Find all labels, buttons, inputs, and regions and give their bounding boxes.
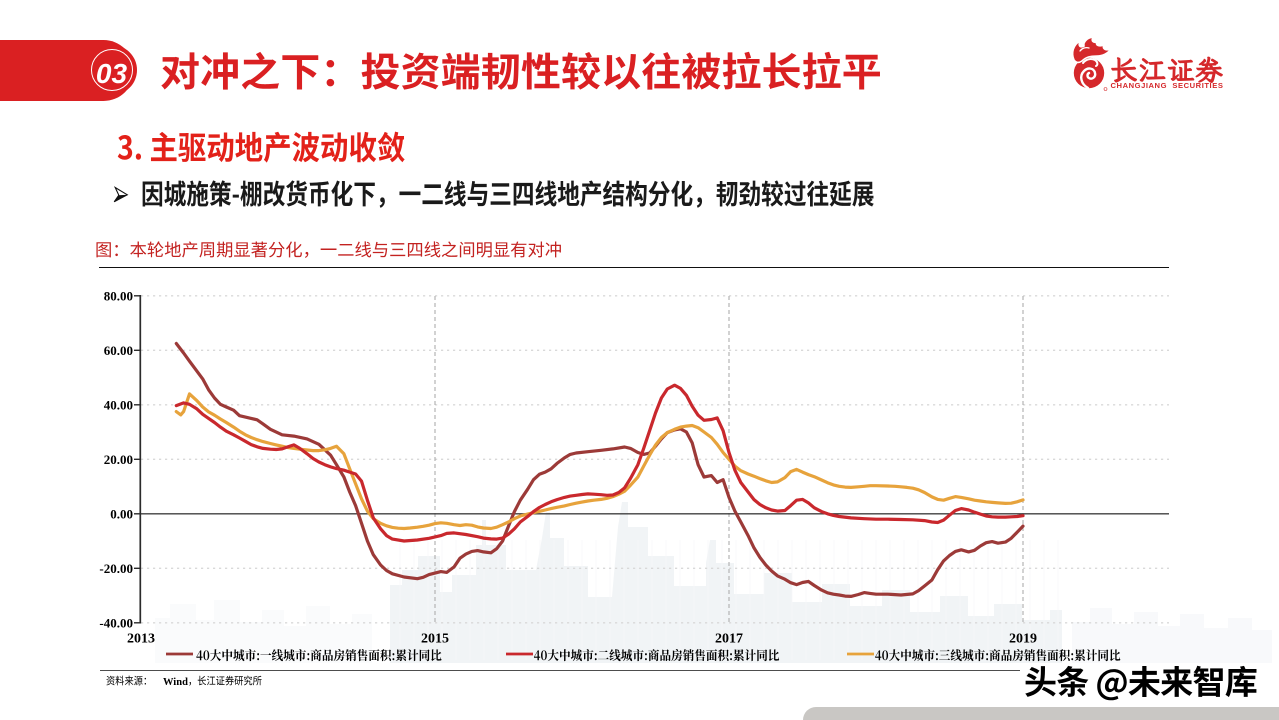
svg-text:2019: 2019 xyxy=(1009,632,1037,647)
svg-text:2015: 2015 xyxy=(421,632,449,647)
svg-text:2013: 2013 xyxy=(127,632,155,647)
svg-text:60.00: 60.00 xyxy=(104,343,133,358)
svg-text:-40.00: -40.00 xyxy=(99,615,133,630)
svg-text:0.00: 0.00 xyxy=(110,506,133,521)
svg-text:20.00: 20.00 xyxy=(104,452,133,467)
svg-text:40.00: 40.00 xyxy=(104,397,133,412)
svg-text:2017: 2017 xyxy=(715,632,743,647)
svg-text:80.00: 80.00 xyxy=(104,288,133,303)
svg-text:-20.00: -20.00 xyxy=(99,561,133,576)
